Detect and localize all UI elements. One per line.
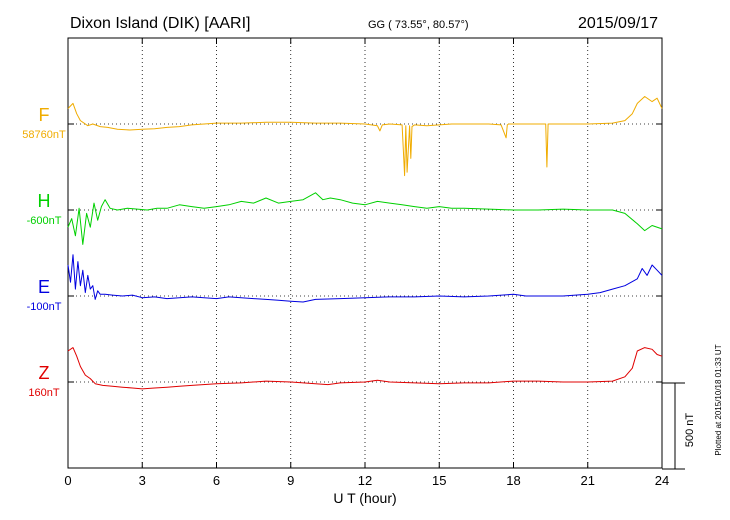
- x-tick-label: 24: [655, 473, 669, 488]
- scale-bar-label: 500 nT: [684, 413, 696, 448]
- x-tick-label: 15: [432, 473, 446, 488]
- x-axis-ticks: 0 3 6 9 12 15 18 21 24: [64, 38, 669, 488]
- channel-baseline-h: -600nT: [27, 215, 62, 227]
- series-line-f: [67, 96, 663, 177]
- series-line-e: [67, 254, 663, 303]
- series-lines: [67, 96, 663, 390]
- series-line-h: [67, 192, 663, 245]
- chart-date: 2015/09/17: [578, 15, 658, 32]
- scale-bar: 500 nT: [662, 382, 696, 470]
- channel-baseline-e: -100nT: [27, 301, 62, 313]
- channel-name-z: Z: [39, 363, 50, 383]
- channel-name-f: F: [39, 105, 50, 125]
- station-title: Dixon Island (DIK) [AARI]: [70, 15, 251, 32]
- station-coordinates: GG ( 73.55°, 80.57°): [368, 19, 469, 31]
- channel-baseline-z: 160nT: [28, 387, 59, 399]
- plotted-at-note: Plotted at 2015/10/18 01:33 UT: [714, 344, 723, 455]
- channel-labels: F 58760nT H -600nT E -100nT Z 160nT: [22, 105, 66, 399]
- x-tick-label: 3: [139, 473, 146, 488]
- grid-lines: [141, 38, 589, 468]
- x-tick-label: 9: [287, 473, 294, 488]
- x-tick-label: 6: [213, 473, 220, 488]
- x-axis-label: U T (hour): [333, 490, 396, 506]
- channel-baseline-f: 58760nT: [22, 129, 66, 141]
- channel-name-h: H: [38, 191, 51, 211]
- x-tick-label: 21: [581, 473, 595, 488]
- channel-name-e: E: [38, 277, 50, 297]
- x-tick-label: 18: [506, 473, 520, 488]
- series-line-z: [67, 347, 663, 390]
- x-tick-label: 0: [64, 473, 71, 488]
- x-tick-label: 12: [358, 473, 372, 488]
